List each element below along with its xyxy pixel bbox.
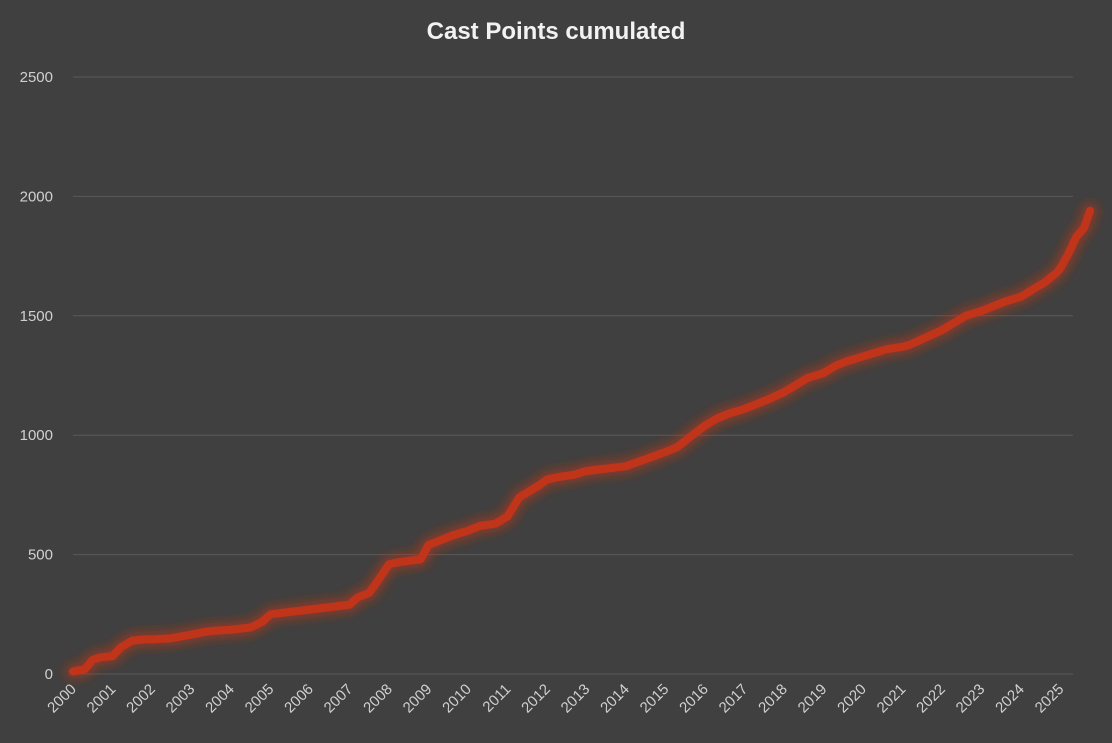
x-tick-label: 2020 <box>834 681 870 717</box>
series-line-glow <box>65 202 1099 680</box>
x-tick-label: 2002 <box>123 681 159 717</box>
y-tick-label: 1500 <box>20 308 53 325</box>
x-tick-label: 2025 <box>1032 681 1068 717</box>
x-tick-label: 2022 <box>913 681 949 717</box>
x-tick-label: 2014 <box>597 681 633 717</box>
x-tick-label: 2004 <box>202 681 238 717</box>
series-line <box>69 206 1095 676</box>
x-tick-label: 2024 <box>992 681 1028 717</box>
x-tick-label: 2021 <box>874 681 910 717</box>
y-tick-label: 1000 <box>20 427 53 444</box>
x-tick-label: 2010 <box>439 681 475 717</box>
y-axis-tick-labels: 0 500 1000 1500 2000 2500 <box>20 69 53 683</box>
x-tick-label: 2000 <box>44 681 80 717</box>
x-tick-label: 2011 <box>479 681 514 716</box>
y-tick-label: 0 <box>45 666 53 683</box>
x-tick-label: 2001 <box>84 681 120 717</box>
y-tick-label: 2500 <box>20 69 53 86</box>
gridlines <box>73 76 1073 675</box>
x-tick-label: 2005 <box>242 681 278 717</box>
x-tick-label: 2018 <box>755 681 791 717</box>
x-tick-label: 2017 <box>716 681 752 717</box>
x-tick-label: 2013 <box>558 681 594 717</box>
x-tick-label: 2016 <box>676 681 712 717</box>
x-tick-label: 2023 <box>953 681 989 717</box>
x-tick-label: 2019 <box>795 681 831 717</box>
x-axis-tick-labels: 2000 2001 2002 2003 2004 2005 2006 2007 2008 2009… <box>44 681 1067 717</box>
x-tick-label: 2012 <box>518 681 554 717</box>
x-tick-label: 2007 <box>321 681 357 717</box>
x-tick-label: 2006 <box>281 681 317 717</box>
x-tick-label: 2003 <box>163 681 199 717</box>
x-tick-label: 2009 <box>400 681 436 717</box>
x-tick-label: 2008 <box>360 681 396 717</box>
series-layer <box>65 202 1099 680</box>
x-tick-label: 2015 <box>637 681 673 717</box>
chart-title: Cast Points cumulated <box>426 18 686 45</box>
y-tick-label: 500 <box>28 547 53 564</box>
y-tick-label: 2000 <box>20 188 53 205</box>
